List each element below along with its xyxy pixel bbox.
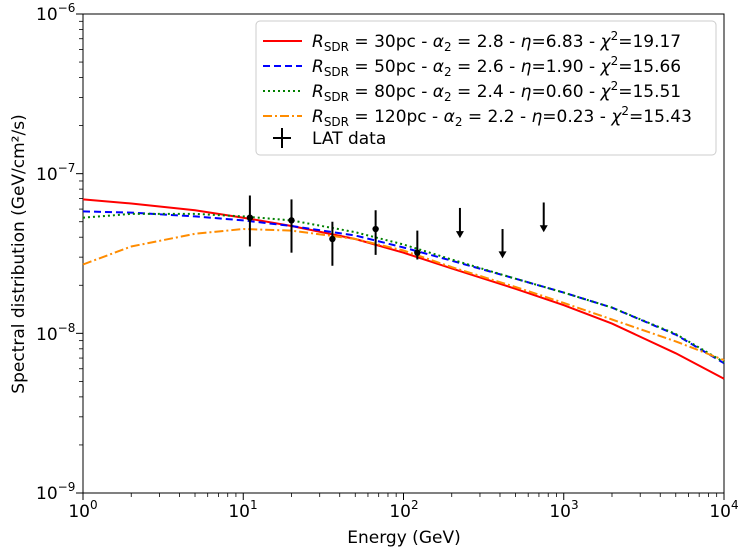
lat-data-group	[246, 195, 548, 266]
series-group	[82, 198, 725, 380]
lat-data-point	[414, 230, 421, 260]
x-tick-label: 103	[549, 498, 578, 522]
x-tick-label: 102	[389, 498, 418, 522]
lat-data-point	[329, 221, 336, 266]
lat-upper-limit	[498, 229, 507, 259]
y-tick-labels: 10−9 10−8 10−7 10−6	[36, 1, 75, 504]
legend: RSDR = 30pc - α2 = 2.8 - η=6.83 - χ2=19.…	[255, 20, 717, 156]
series-line-0	[82, 198, 725, 380]
lat-marker	[288, 217, 295, 224]
axis-ticks	[76, 13, 725, 500]
lat-marker	[246, 214, 254, 221]
y-axis-label: Spectral distribution (GeV/cm²/s)	[9, 114, 29, 393]
upper-limit-arrowhead	[539, 225, 548, 233]
upper-limit-arrowhead	[498, 251, 507, 259]
y-tick-label: 10−6	[36, 1, 75, 25]
lat-upper-limit	[539, 202, 548, 233]
legend-entry-series-3: RSDR = 120pc - α2 = 2.2 - η=0.23 - χ2=15…	[312, 104, 692, 129]
legend-swatch-lat-data	[273, 128, 291, 148]
series-line-2	[82, 212, 725, 363]
series-line-3	[82, 227, 725, 362]
x-tick-label: 100	[68, 498, 97, 522]
x-tick-labels: 100 101 102 103 104	[68, 498, 738, 522]
lat-upper-limit	[455, 207, 464, 239]
legend-entry-series-1: RSDR = 50pc - α2 = 2.6 - η=1.90 - χ2=15.…	[312, 54, 681, 79]
legend-entry-series-2: RSDR = 80pc - α2 = 2.4 - η=0.60 - χ2=15.…	[312, 79, 681, 104]
y-tick-label: 10−8	[36, 321, 75, 345]
lat-marker	[372, 225, 379, 233]
upper-limit-arrowhead	[455, 231, 464, 239]
x-tick-label: 104	[709, 498, 738, 522]
legend-box	[255, 20, 717, 156]
lat-data-point	[246, 195, 254, 247]
x-tick-label: 101	[228, 498, 257, 522]
lat-data-point	[288, 199, 295, 253]
legend-entry-lat-data: LAT data	[312, 129, 386, 149]
legend-entry-series-0: RSDR = 30pc - α2 = 2.8 - η=6.83 - χ2=19.…	[312, 29, 681, 54]
x-axis-label: Energy (GeV)	[347, 528, 460, 548]
lat-marker	[329, 235, 336, 243]
lat-data-point	[372, 210, 379, 255]
y-tick-label: 10−7	[36, 161, 75, 185]
y-tick-label: 10−9	[36, 480, 75, 504]
lat-marker	[414, 249, 421, 256]
